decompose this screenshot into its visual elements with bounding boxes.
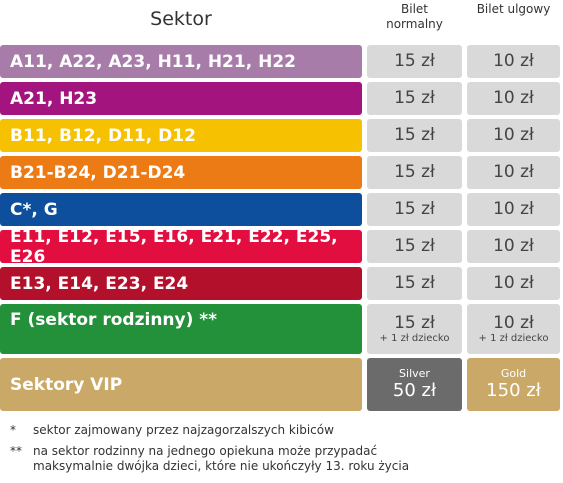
price-tier: Silver [399,367,430,380]
sector-cell: F (sektor rodzinny) ** [0,304,362,354]
price: 15 zł [394,162,435,182]
price: 10 zł [493,312,534,333]
price: 10 zł [493,125,534,145]
price: 10 zł [493,273,534,293]
reduced-price-cell: 10 zł [467,45,560,78]
sector-cell: E13, E14, E23, E24 [0,267,362,300]
normal-price-cell: 15 zł [367,193,462,226]
reduced-price-cell: 10 zł + 1 zł dziecko [467,304,560,354]
normal-price-cell: 15 zł [367,230,462,263]
normal-price-cell: 15 zł [367,45,462,78]
normal-price-cell: 15 zł + 1 zł dziecko [367,304,462,354]
footnote-text: na sektor rodzinny na jednego opiekuna m… [33,444,410,473]
reduced-price-cell: 10 zł [467,82,560,115]
price: 15 zł [394,312,435,333]
price: 10 zł [493,51,534,71]
price: 15 zł [394,236,435,256]
price: 10 zł [493,162,534,182]
normal-price-cell: 15 zł [367,82,462,115]
price: 15 zł [394,125,435,145]
footnote-text: sektor zajmowany przez najzagorzalszych … [33,423,334,437]
sector-cell: C*, G [0,193,362,226]
price-note: + 1 zł dziecko [379,332,450,344]
reduced-price-cell: 10 zł [467,230,560,263]
sector-cell: E11, E12, E15, E16, E21, E22, E25, E26 [0,227,362,267]
price: 50 zł [392,380,437,401]
reduced-header: Bilet ulgowy [476,2,551,16]
price-tier: Gold [500,367,527,380]
sector-cell: A21, H23 [0,82,362,115]
reduced-price-cell: 10 zł [467,119,560,152]
normal-price-cell: 15 zł [367,156,462,189]
reduced-price-cell: 10 zł [467,193,560,226]
normal-price-cell: 15 zł [367,267,462,300]
price: 15 zł [394,88,435,108]
footnote-mark: * [10,423,16,437]
sector-cell: Sektory VIP [0,358,362,411]
sector-header: Sektor [150,8,212,30]
normal-header: Bilet normalny [386,2,443,31]
price: 15 zł [394,51,435,71]
reduced-price-cell: 10 zł [467,267,560,300]
price: 10 zł [493,236,534,256]
price: 15 zł [394,199,435,219]
price: 150 zł [486,380,541,401]
price: 10 zł [493,199,534,219]
sector-cell: B21-B24, D21-D24 [0,156,362,189]
footnote-mark: ** [10,444,22,458]
sector-cell: B11, B12, D11, D12 [0,119,362,152]
reduced-price-cell: Gold 150 zł [467,358,560,411]
normal-price-cell: 15 zł [367,119,462,152]
price: 15 zł [394,273,435,293]
price-note: + 1 zł dziecko [478,332,549,344]
normal-price-cell: Silver 50 zł [367,358,462,411]
reduced-price-cell: 10 zł [467,156,560,189]
price: 10 zł [493,88,534,108]
sector-cell: A11, A22, A23, H11, H21, H22 [0,45,362,78]
